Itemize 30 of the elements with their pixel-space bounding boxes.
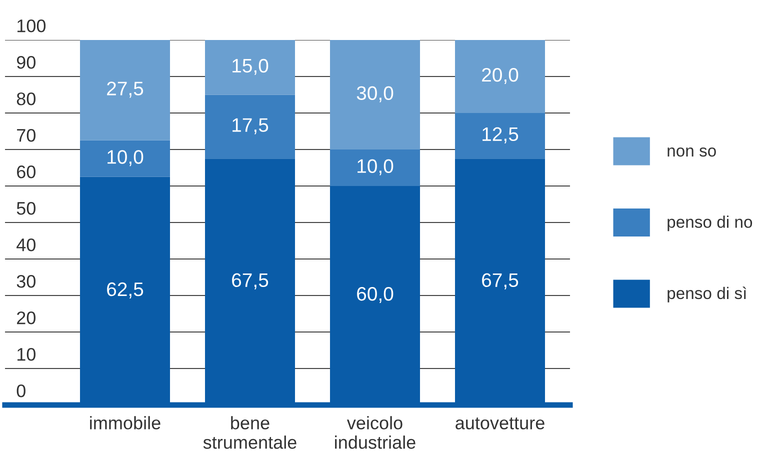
- y-tick-label: 10: [17, 348, 36, 361]
- data-label: 62,5: [107, 282, 144, 298]
- y-tick-label: 30: [16, 274, 36, 288]
- data-label: 67,5: [232, 273, 268, 290]
- y-tick-label: 70: [17, 128, 36, 142]
- y-tick-label: 60: [17, 165, 36, 178]
- x-tick-label: autovetture: [456, 418, 544, 430]
- data-label: 15,0: [232, 58, 268, 75]
- data-label: 30,0: [356, 86, 394, 102]
- x-tick-label: veicolo industriale: [335, 416, 416, 449]
- y-tick-label: 80: [16, 92, 36, 106]
- data-label: 12,5: [482, 127, 518, 144]
- y-tick-label: 40: [16, 238, 36, 252]
- data-label: 10,0: [358, 159, 394, 176]
- legend-label: penso di no: [668, 216, 752, 232]
- y-tick-label: 0: [16, 384, 26, 398]
- data-label: 20,0: [482, 68, 518, 84]
- x-tick-label: bene strumentale: [203, 416, 296, 449]
- data-label: 67,5: [482, 273, 518, 290]
- data-label: 17,5: [232, 118, 268, 134]
- data-label: 10,0: [108, 150, 144, 166]
- data-label: 27,5: [107, 82, 144, 98]
- x-tick-label: immobile: [90, 416, 160, 430]
- y-tick-label: 100: [17, 19, 46, 32]
- legend-label: penso di sì: [668, 286, 746, 302]
- legend-label: non so: [668, 147, 716, 157]
- y-tick-label: 20: [17, 311, 36, 324]
- y-tick-label: 90: [16, 56, 36, 69]
- data-label: 60,0: [357, 286, 394, 304]
- y-tick-label: 50: [16, 202, 36, 215]
